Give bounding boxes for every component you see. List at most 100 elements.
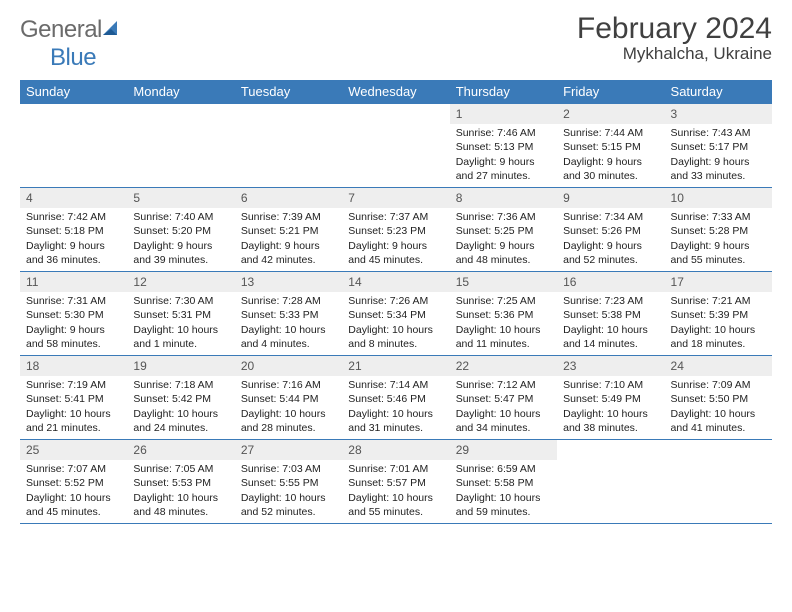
sunset-line: Sunset: 5:20 PM [133, 224, 228, 238]
brand-text: General Blue [20, 16, 123, 72]
daylight-line: Daylight: 10 hours and 18 minutes. [671, 323, 766, 351]
calendar-day-cell [557, 440, 664, 524]
day-details: Sunrise: 7:01 AMSunset: 5:57 PMDaylight:… [342, 460, 449, 523]
day-details: Sunrise: 7:26 AMSunset: 5:34 PMDaylight:… [342, 292, 449, 355]
daylight-line: Daylight: 10 hours and 45 minutes. [26, 491, 121, 519]
day-number: 4 [20, 188, 127, 208]
daylight-line: Daylight: 9 hours and 45 minutes. [348, 239, 443, 267]
day-details: Sunrise: 7:16 AMSunset: 5:44 PMDaylight:… [235, 376, 342, 439]
sunset-line: Sunset: 5:33 PM [241, 308, 336, 322]
day-number: 25 [20, 440, 127, 460]
calendar-week-row: 1Sunrise: 7:46 AMSunset: 5:13 PMDaylight… [20, 104, 772, 188]
sunrise-line: Sunrise: 7:30 AM [133, 294, 228, 308]
sunrise-line: Sunrise: 7:44 AM [563, 126, 658, 140]
daylight-line: Daylight: 10 hours and 14 minutes. [563, 323, 658, 351]
day-details: Sunrise: 7:34 AMSunset: 5:26 PMDaylight:… [557, 208, 664, 271]
sunrise-line: Sunrise: 7:25 AM [456, 294, 551, 308]
sunrise-line: Sunrise: 7:23 AM [563, 294, 658, 308]
sunset-line: Sunset: 5:18 PM [26, 224, 121, 238]
calendar-day-cell: 26Sunrise: 7:05 AMSunset: 5:53 PMDayligh… [127, 440, 234, 524]
day-number: 13 [235, 272, 342, 292]
sunrise-line: Sunrise: 7:39 AM [241, 210, 336, 224]
sunset-line: Sunset: 5:17 PM [671, 140, 766, 154]
day-number: 5 [127, 188, 234, 208]
sunset-line: Sunset: 5:38 PM [563, 308, 658, 322]
calendar-day-cell: 5 Sunrise: 7:40 AMSunset: 5:20 PMDaylight… [127, 188, 234, 272]
sunset-line: Sunset: 5:47 PM [456, 392, 551, 406]
calendar-day-cell: 21Sunrise: 7:14 AMSunset: 5:46 PMDayligh… [342, 356, 449, 440]
day-number: 21 [342, 356, 449, 376]
calendar-day-cell: 17 Sunrise: 7:21 AMSunset: 5:39 PMDayligh… [665, 272, 772, 356]
day-number: 8 [450, 188, 557, 208]
daylight-line: Daylight: 9 hours and 33 minutes. [671, 155, 766, 183]
day-details: Sunrise: 7:39 AMSunset: 5:21 PMDaylight:… [235, 208, 342, 271]
calendar-day-cell: 3Sunrise: 7:43 AMSunset: 5:17 PMDaylight… [665, 104, 772, 188]
daylight-line: Daylight: 9 hours and 48 minutes. [456, 239, 551, 267]
day-number: 20 [235, 356, 342, 376]
daylight-line: Daylight: 10 hours and 52 minutes. [241, 491, 336, 519]
daylight-line: Daylight: 10 hours and 24 minutes. [133, 407, 228, 435]
sunrise-line: Sunrise: 7:31 AM [26, 294, 121, 308]
brand-logo: General Blue [20, 16, 123, 72]
sunset-line: Sunset: 5:41 PM [26, 392, 121, 406]
day-number: 15 [450, 272, 557, 292]
day-details: Sunrise: 7:46 AMSunset: 5:13 PMDaylight:… [450, 124, 557, 187]
daylight-line: Daylight: 10 hours and 48 minutes. [133, 491, 228, 519]
day-details: Sunrise: 7:42 AMSunset: 5:18 PMDaylight:… [20, 208, 127, 271]
sunrise-line: Sunrise: 7:21 AM [671, 294, 766, 308]
day-number: 17 [665, 272, 772, 292]
daylight-line: Daylight: 10 hours and 4 minutes. [241, 323, 336, 351]
sunset-line: Sunset: 5:30 PM [26, 308, 121, 322]
sunset-line: Sunset: 5:49 PM [563, 392, 658, 406]
day-number: 23 [557, 356, 664, 376]
daylight-line: Daylight: 9 hours and 58 minutes. [26, 323, 121, 351]
day-number: 11 [20, 272, 127, 292]
sunset-line: Sunset: 5:21 PM [241, 224, 336, 238]
calendar-day-cell [235, 104, 342, 188]
calendar-day-cell: 27Sunrise: 7:03 AMSunset: 5:55 PMDayligh… [235, 440, 342, 524]
sunset-line: Sunset: 5:13 PM [456, 140, 551, 154]
calendar-day-cell: 18Sunrise: 7:19 AMSunset: 5:41 PMDayligh… [20, 356, 127, 440]
weekday-header: Sunday [20, 80, 127, 104]
calendar-day-cell: 19Sunrise: 7:18 AMSunset: 5:42 PMDayligh… [127, 356, 234, 440]
weekday-header: Saturday [665, 80, 772, 104]
daylight-line: Daylight: 9 hours and 39 minutes. [133, 239, 228, 267]
day-number: 27 [235, 440, 342, 460]
calendar-day-cell: 11 Sunrise: 7:31 AMSunset: 5:30 PMDayligh… [20, 272, 127, 356]
sunrise-line: Sunrise: 7:18 AM [133, 378, 228, 392]
sunrise-line: Sunrise: 7:40 AM [133, 210, 228, 224]
day-details: Sunrise: 7:05 AMSunset: 5:53 PMDaylight:… [127, 460, 234, 523]
sunset-line: Sunset: 5:39 PM [671, 308, 766, 322]
sunrise-line: Sunrise: 7:07 AM [26, 462, 121, 476]
day-number: 14 [342, 272, 449, 292]
sunrise-line: Sunrise: 7:42 AM [26, 210, 121, 224]
sunset-line: Sunset: 5:34 PM [348, 308, 443, 322]
weekday-header: Wednesday [342, 80, 449, 104]
sunset-line: Sunset: 5:55 PM [241, 476, 336, 490]
daylight-line: Daylight: 10 hours and 8 minutes. [348, 323, 443, 351]
sunset-line: Sunset: 5:31 PM [133, 308, 228, 322]
sail-icon [103, 16, 123, 44]
header: General Blue February 2024 Mykhalcha, Uk… [20, 12, 772, 72]
day-details: Sunrise: 7:33 AMSunset: 5:28 PMDaylight:… [665, 208, 772, 271]
sunset-line: Sunset: 5:44 PM [241, 392, 336, 406]
sunrise-line: Sunrise: 7:43 AM [671, 126, 766, 140]
daylight-line: Daylight: 9 hours and 55 minutes. [671, 239, 766, 267]
day-details: Sunrise: 7:19 AMSunset: 5:41 PMDaylight:… [20, 376, 127, 439]
daylight-line: Daylight: 10 hours and 34 minutes. [456, 407, 551, 435]
daylight-line: Daylight: 10 hours and 38 minutes. [563, 407, 658, 435]
day-details: Sunrise: 7:37 AMSunset: 5:23 PMDaylight:… [342, 208, 449, 271]
calendar-day-cell: 4Sunrise: 7:42 AMSunset: 5:18 PMDaylight… [20, 188, 127, 272]
day-number: 1 [450, 104, 557, 124]
calendar-day-cell: 20Sunrise: 7:16 AMSunset: 5:44 PMDayligh… [235, 356, 342, 440]
weekday-header: Thursday [450, 80, 557, 104]
day-number: 12 [127, 272, 234, 292]
calendar-day-cell: 22Sunrise: 7:12 AMSunset: 5:47 PMDayligh… [450, 356, 557, 440]
day-details: Sunrise: 7:14 AMSunset: 5:46 PMDaylight:… [342, 376, 449, 439]
calendar-day-cell: 6Sunrise: 7:39 AMSunset: 5:21 PMDaylight… [235, 188, 342, 272]
calendar-day-cell: 8Sunrise: 7:36 AMSunset: 5:25 PMDaylight… [450, 188, 557, 272]
sunrise-line: Sunrise: 7:16 AM [241, 378, 336, 392]
day-details: Sunrise: 7:12 AMSunset: 5:47 PMDaylight:… [450, 376, 557, 439]
calendar-day-cell [665, 440, 772, 524]
day-details: Sunrise: 7:44 AMSunset: 5:15 PMDaylight:… [557, 124, 664, 187]
